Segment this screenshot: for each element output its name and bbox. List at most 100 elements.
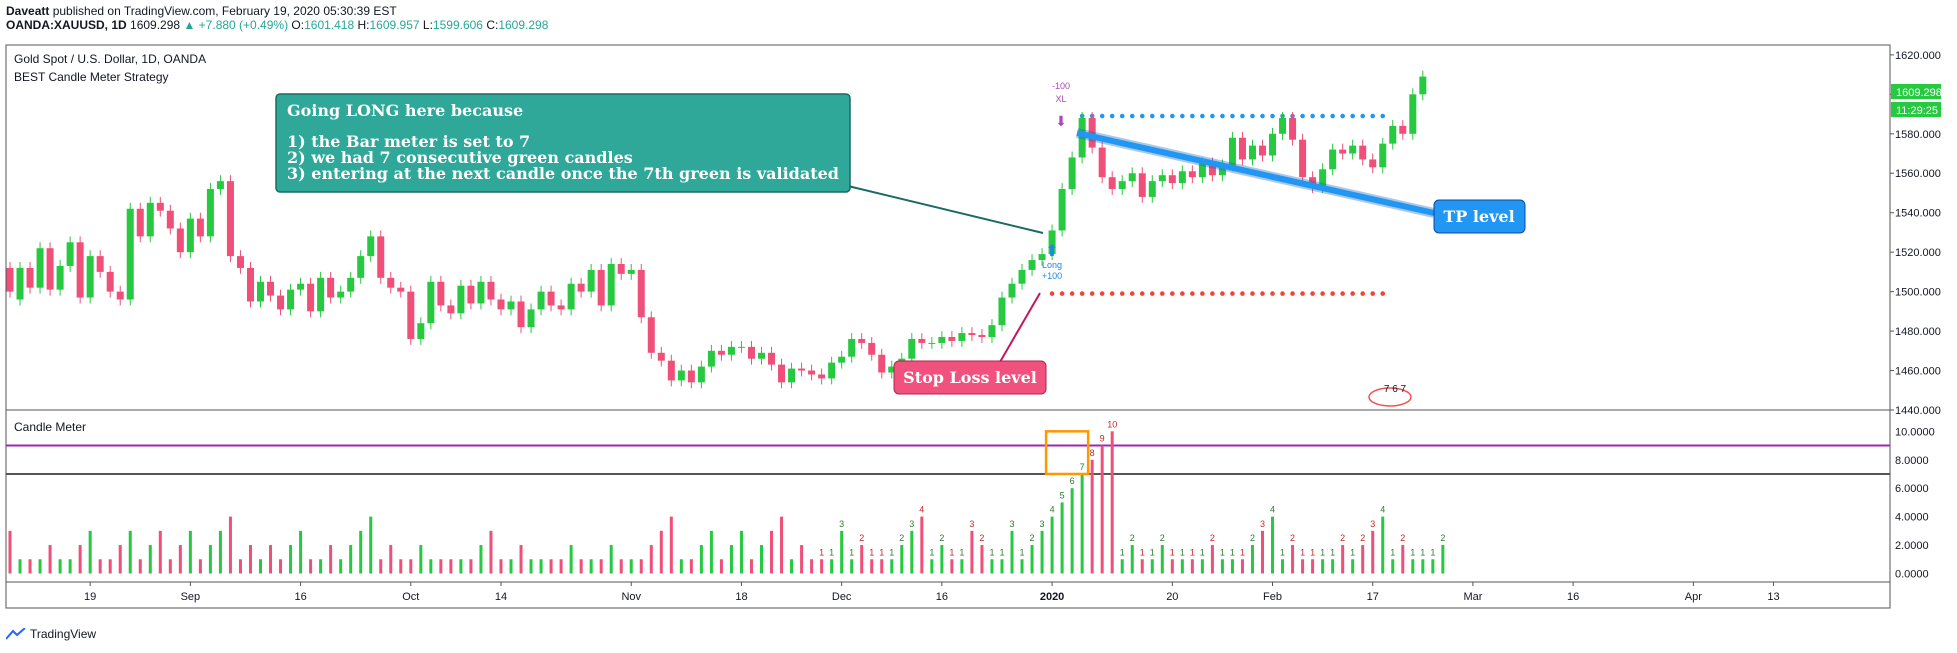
candle-up xyxy=(788,368,796,383)
candle-up xyxy=(677,370,685,381)
candle-down xyxy=(236,256,244,268)
meter-bar-down xyxy=(118,545,122,574)
long-note-box[interactable] xyxy=(275,93,851,193)
meter-bar-up xyxy=(1050,516,1054,574)
candle-up xyxy=(1279,118,1287,134)
meter-bar-up xyxy=(419,545,423,574)
meter-count-label: 1 xyxy=(989,547,994,557)
time-tick-label: 16 xyxy=(1567,591,1579,603)
candle-up xyxy=(1028,260,1036,270)
meter-bar-up xyxy=(729,545,733,574)
sl-label-box[interactable] xyxy=(893,360,1047,395)
sl-level-dot xyxy=(1059,291,1065,296)
meter-bar-up xyxy=(1230,559,1234,574)
meter-bar-down xyxy=(880,559,884,574)
candle-down xyxy=(1208,163,1216,176)
meter-bar-up xyxy=(359,530,363,574)
candle-up xyxy=(1319,169,1327,188)
meter-count-label: 2 xyxy=(899,533,904,543)
meter-bar-down xyxy=(439,559,443,574)
candle-up xyxy=(697,366,705,383)
time-tick-label: 14 xyxy=(495,591,507,603)
meter-bar-down xyxy=(1291,545,1295,574)
meter-bar-up xyxy=(709,530,713,574)
long-note-line2: 1) the Bar meter is set to 7 xyxy=(287,132,530,151)
sub-pane-title[interactable]: Candle Meter xyxy=(14,420,86,434)
meter-bar-up xyxy=(479,545,483,574)
candle-up xyxy=(337,291,345,298)
candle-up xyxy=(928,342,936,344)
candle-up xyxy=(1419,76,1427,95)
meter-bar-up xyxy=(429,559,433,574)
meter-axis[interactable]: 0.0000 2.0000 4.0000 6.0000 8.0000 10.0000 xyxy=(1895,426,1935,580)
time-axis[interactable]: 19 Sep 16 Oct 14 Nov 18 Dec 16 2020 20 Feb 17 Mar 16 Ap… xyxy=(84,582,1780,603)
tp-label-box[interactable] xyxy=(1433,199,1526,234)
sl-level-dot xyxy=(1139,291,1145,296)
sl-level-dot xyxy=(1350,291,1355,296)
meter-bar-down xyxy=(108,559,112,574)
meter-bar-up xyxy=(1441,545,1445,574)
author-name[interactable]: Daveatt xyxy=(6,4,50,18)
tradingview-logo[interactable]: TradingView xyxy=(6,627,96,641)
meter-bar-down xyxy=(1190,559,1194,574)
candle-down xyxy=(1259,145,1266,156)
meter-count-label: 3 xyxy=(969,519,974,529)
candle-up xyxy=(1178,171,1186,184)
meter-bar-down xyxy=(98,559,102,574)
tp-level-dot xyxy=(1099,113,1105,119)
sl-level-dot xyxy=(1129,291,1135,296)
meter-bar-down xyxy=(669,516,673,574)
meter-bar-down xyxy=(78,545,82,574)
candle-up xyxy=(1228,137,1236,166)
candle-up xyxy=(1409,94,1417,134)
tp-level-dot xyxy=(1210,113,1215,119)
tp-level-dot xyxy=(1320,113,1325,119)
candle-down xyxy=(497,299,505,310)
time-tick-label: 19 xyxy=(84,591,96,603)
tp-level-dot xyxy=(1170,113,1175,119)
meter-count-label: 1 xyxy=(999,547,1004,557)
sl-level-dot xyxy=(1320,291,1325,296)
meter-bar-up xyxy=(18,559,22,574)
meter-bar-up xyxy=(68,559,72,574)
time-tick-label: Feb xyxy=(1263,591,1282,603)
sl-level-dot xyxy=(1330,291,1335,296)
meter-count-label: 1 xyxy=(1240,547,1245,557)
candle-down xyxy=(968,333,976,336)
meter-count-label: 1 xyxy=(949,547,954,557)
tp-level-dot xyxy=(1109,113,1115,119)
candle-down xyxy=(517,301,525,328)
meter-count-label: 1 xyxy=(1220,547,1225,557)
candle-down xyxy=(918,338,926,343)
price-tick-label: 1580.000 xyxy=(1895,129,1941,141)
candle-up xyxy=(737,346,745,348)
meter-count-label: 2 xyxy=(1360,533,1365,543)
meter-bar-up xyxy=(1030,545,1034,574)
strategy-name[interactable]: BEST Candle Meter Strategy xyxy=(14,70,169,84)
meter-count-label: 2 xyxy=(1160,533,1165,543)
candle-down xyxy=(277,295,285,310)
meter-bar-up xyxy=(208,545,212,574)
sl-level-dot xyxy=(1149,291,1155,296)
candle-up xyxy=(146,202,154,237)
meter-count-label: 4 xyxy=(1380,505,1385,515)
candle-up xyxy=(257,281,264,302)
meter-tick-label: 6.0000 xyxy=(1895,483,1929,495)
close-value: 1609.298 xyxy=(498,18,549,32)
candle-down xyxy=(637,269,645,318)
meter-bar-down xyxy=(649,545,653,574)
meter-bar-up xyxy=(739,530,743,574)
meter-tick-label: 10.0000 xyxy=(1895,426,1935,438)
candle-up xyxy=(126,208,134,300)
meter-bar-up xyxy=(1010,530,1014,574)
candle-up xyxy=(908,338,916,359)
candle-down xyxy=(978,335,986,337)
candle-up xyxy=(86,256,94,298)
tp-level-dot xyxy=(1270,113,1275,119)
candle-down xyxy=(196,218,204,237)
candle-down xyxy=(1188,171,1196,178)
candle-up xyxy=(317,277,325,312)
meter-count-label: 2 xyxy=(1340,533,1345,543)
